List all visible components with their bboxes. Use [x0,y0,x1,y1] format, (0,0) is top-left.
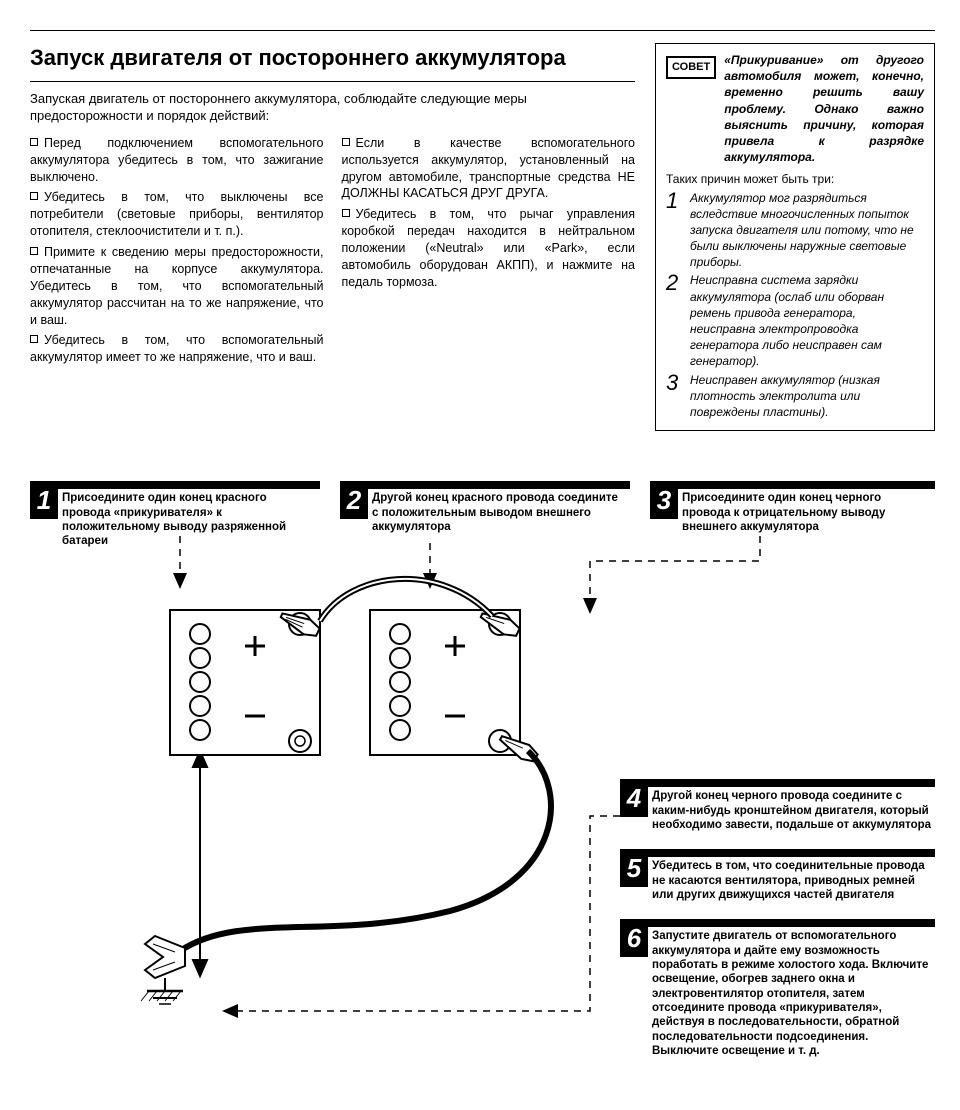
cause-number: 3 [666,372,684,421]
advice-sidebar: СОВЕТ «Прикуривание» от другого автомоби… [655,43,935,431]
cause-text: Неисправна система зарядки аккумулятора … [690,272,924,369]
bullet-text: Убедитесь в том, что рычаг управления ко… [342,207,636,289]
bullet-text: Примите к сведению меры предосторожности… [30,245,324,327]
cause-text: Неисправен аккумулятор (низкая плотность… [690,372,924,421]
bullet-text: Если в качестве вспомогательного использ… [342,136,636,201]
battery-diagram-svg [30,481,935,1041]
bullet-text: Убедитесь в том, что выключены все потре… [30,190,324,238]
cause-text: Аккумулятор мог разрядиться вследствие м… [690,190,924,271]
precautions-col-2: Если в качестве вспомогательного использ… [342,135,636,370]
cause-number: 2 [666,272,684,369]
cause-number: 1 [666,190,684,271]
precautions-col-1: Перед подключением вспомогательного акку… [30,135,324,370]
bullet-text: Перед подключением вспомогательного акку… [30,136,324,184]
jump-start-diagram: 1 Присоедините один конец красного прово… [30,481,935,1041]
bullet-text: Убедитесь в том, что вспомогательный акк… [30,333,324,364]
intro-text: Запуская двигатель от постороннего аккум… [30,90,635,125]
advice-lead: «Прикуривание» от другого автомобиля мож… [724,52,924,165]
page-title: Запуск двигателя от постороннего аккумул… [30,43,635,73]
advice-tag: СОВЕТ [666,56,716,79]
causes-intro: Таких причин может быть три: [666,171,924,187]
